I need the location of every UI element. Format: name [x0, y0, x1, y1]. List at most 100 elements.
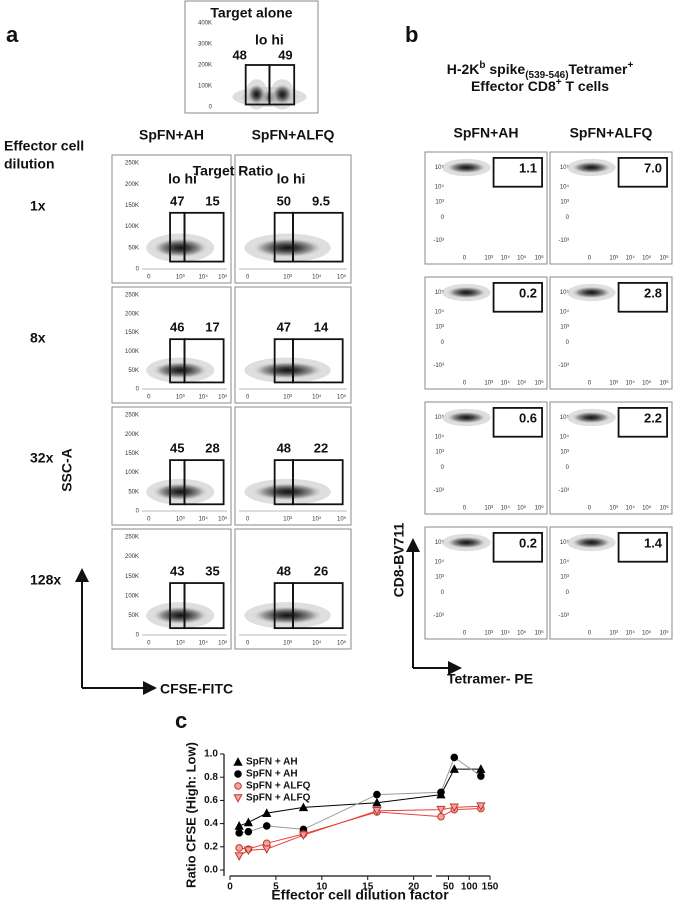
gate-value: 15 [205, 193, 219, 208]
y-tick-label: 300K [198, 42, 212, 48]
legend-label: SpFN + AH [246, 769, 298, 780]
x-tick-label: 10³ [283, 275, 292, 281]
plot-frame [111, 286, 232, 404]
legend-label: SpFN + ALFQ [246, 793, 311, 804]
point [436, 805, 446, 815]
x-tick-label: 10⁵ [337, 394, 347, 401]
x-tick-label: 0 [246, 275, 250, 281]
x-tick-label: 0 [227, 882, 233, 893]
gate-value: 26 [314, 563, 328, 578]
x-tick-label: 10⁶ [660, 255, 670, 262]
density-core [253, 238, 323, 258]
y-tick-label: 0.6 [204, 795, 218, 806]
y-tick-label: 100K [125, 349, 139, 355]
gate-hi [183, 338, 225, 384]
x-tick-label: 10³ [283, 395, 292, 401]
y-tick-label: 10⁴ [435, 308, 445, 315]
x-tick-label: 10³ [176, 517, 185, 523]
y-tick-label: 0 [566, 465, 570, 471]
density-core [447, 536, 486, 549]
x-tick-label: 10⁴ [501, 630, 511, 637]
series-line [238, 805, 481, 857]
y-tick-label: 10³ [560, 575, 569, 581]
y-tick-label: 50K [128, 489, 139, 495]
gate-value: 1.4 [644, 535, 663, 550]
gate-header: lo hi [168, 171, 197, 187]
column-header: SpFN+ALFQ [252, 127, 335, 143]
gate-hi [183, 211, 225, 263]
point [477, 772, 485, 780]
y-tick-label: 0 [136, 509, 140, 515]
gate [617, 157, 668, 188]
gate-header: lo hi [255, 32, 284, 48]
gate-value: 2.8 [644, 285, 662, 300]
x-tick-label: 0 [147, 275, 151, 281]
gate-value: 48 [232, 47, 246, 62]
x-tick-label: 10⁴ [626, 505, 636, 512]
y-tick-label: 10⁵ [435, 414, 445, 421]
x-tick-label: 10⁵ [218, 640, 228, 647]
x-tick-label: 10⁵ [517, 255, 527, 262]
title-part: Tetramer [569, 61, 628, 77]
x-tick-label: 10⁴ [199, 394, 209, 401]
x-tick-label: 0 [463, 381, 467, 387]
series-line [239, 808, 481, 850]
density-core [153, 361, 208, 379]
gate-value: 50 [277, 193, 291, 208]
x-axis-label: CFSE-FITC [160, 681, 233, 697]
x-tick-label: 10⁵ [218, 394, 228, 401]
panel-label: c [175, 708, 187, 733]
density-core [447, 161, 486, 174]
x-tick-label: 10⁵ [337, 516, 347, 523]
x-tick-label: 0 [588, 256, 592, 262]
y-tick-label: 250K [125, 535, 139, 541]
y-tick-label: 0 [566, 590, 570, 596]
y-tick-label: 10³ [560, 200, 569, 206]
panel-title: H-2Kb spike(539-546)Tetramer+ [447, 60, 634, 81]
y-tick-label: 200K [125, 311, 139, 317]
density-core [153, 483, 208, 501]
point [476, 802, 486, 812]
panel-label: a [6, 22, 19, 47]
point [234, 821, 244, 830]
x-tick-label: 10⁶ [660, 380, 670, 387]
title-part: spike [485, 61, 525, 77]
y-tick-label: 1.0 [204, 749, 218, 760]
y-tick-label: 10⁵ [435, 289, 445, 296]
x-tick-label: 10⁶ [660, 630, 670, 637]
row-label: 32x [30, 450, 54, 466]
point [243, 817, 253, 827]
y-tick-label: 10³ [435, 200, 444, 206]
gate-hi [292, 459, 344, 506]
point [235, 844, 243, 852]
gate-value: 47 [170, 193, 184, 208]
legend-label: SpFN + AH [246, 757, 298, 768]
x-tick-label: 0 [588, 506, 592, 512]
point [372, 797, 382, 807]
density-core [247, 84, 266, 105]
gate-value: 47 [277, 320, 291, 335]
gate-value: 0.6 [519, 410, 537, 425]
y-tick-label: 0 [441, 465, 445, 471]
gate-hi [292, 338, 344, 384]
y-tick-label: 0.2 [204, 841, 218, 852]
gate-value: 0.2 [519, 535, 537, 550]
y-tick-label: 10⁵ [560, 414, 570, 421]
y-tick-label: 0 [441, 215, 445, 221]
y-tick-label: 0 [441, 590, 445, 596]
gate [492, 157, 543, 188]
point [234, 852, 244, 861]
gate [617, 407, 668, 438]
gate-value: 43 [170, 563, 184, 578]
gate-value: 1.1 [519, 160, 537, 175]
x-tick-label: 0 [463, 631, 467, 637]
y-tick-label: 100K [198, 84, 212, 90]
density-core [253, 483, 323, 501]
title-part: T cells [562, 78, 610, 94]
gate [617, 282, 668, 313]
x-tick-label: 0 [246, 517, 250, 523]
title-part: Effector CD8 [471, 78, 556, 94]
x-tick-label: 10⁵ [517, 630, 527, 637]
x-tick-label: 10⁴ [199, 640, 209, 647]
x-tick-label: 10⁴ [312, 516, 322, 523]
